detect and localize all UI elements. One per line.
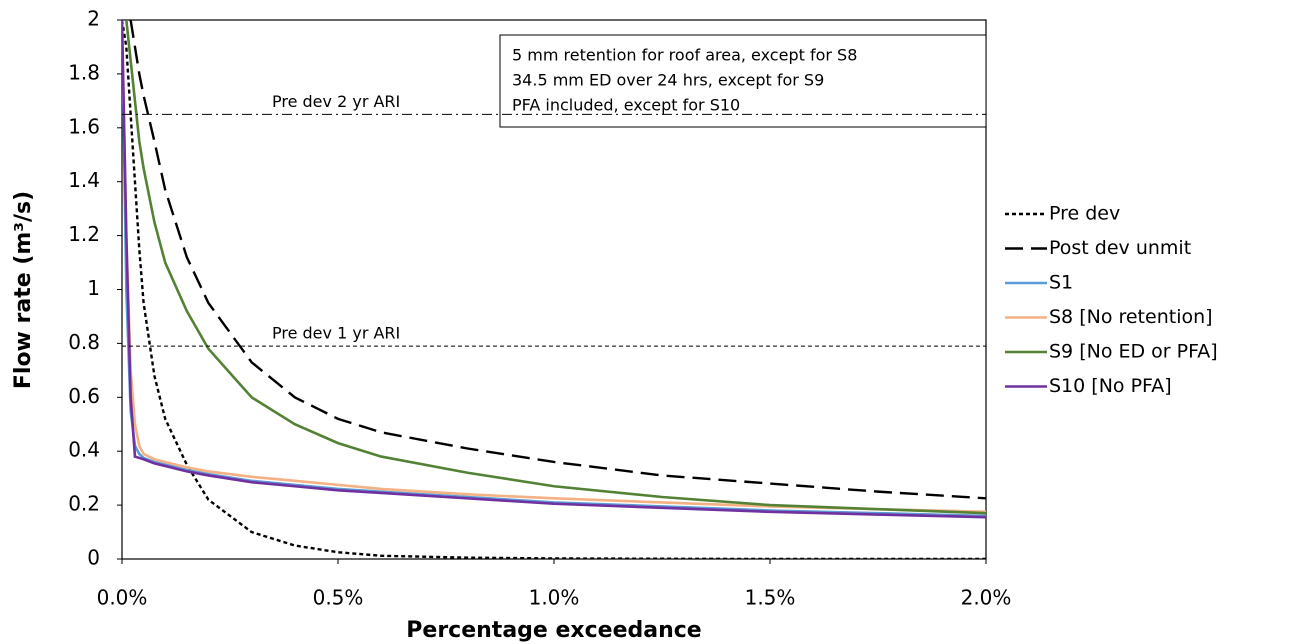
y-tick-label: 1.6 xyxy=(68,114,100,138)
x-tick-label: 0.0% xyxy=(97,586,148,610)
legend-label: S1 xyxy=(1049,272,1073,294)
series-line xyxy=(122,20,986,518)
y-tick-label: 0 xyxy=(87,546,100,570)
y-tick-label: 0.4 xyxy=(68,438,100,462)
series-line xyxy=(122,20,986,559)
x-tick-label: 1.0% xyxy=(529,586,580,610)
reference-label: Pre dev 1 yr ARI xyxy=(272,324,400,343)
legend-label: Post dev unmit xyxy=(1049,237,1191,259)
series-line xyxy=(122,20,986,514)
y-tick-label: 1.2 xyxy=(68,222,100,246)
y-tick-label: 0.8 xyxy=(68,330,100,354)
series-line xyxy=(129,20,986,500)
y-tick-label: 1.4 xyxy=(68,168,100,192)
reference-label: Pre dev 2 yr ARI xyxy=(272,92,400,111)
y-tick-label: 1.8 xyxy=(68,60,100,84)
y-tick-label: 1 xyxy=(87,276,100,300)
legend-label: S10 [No PFA] xyxy=(1049,375,1172,397)
annotation-text: PFA included, except for S10 xyxy=(512,96,740,115)
series-line xyxy=(122,20,986,519)
series-line xyxy=(125,20,986,515)
x-tick-label: 2.0% xyxy=(961,586,1012,610)
x-tick-label: 0.5% xyxy=(313,586,364,610)
legend-label: S8 [No retention] xyxy=(1049,306,1213,328)
y-tick-label: 0.6 xyxy=(68,384,100,408)
y-tick-label: 0.2 xyxy=(68,492,100,516)
annotation-text: 5 mm retention for roof area, except for… xyxy=(512,46,857,65)
legend-label: S9 [No ED or PFA] xyxy=(1049,341,1218,363)
legend-label: Pre dev xyxy=(1049,203,1120,225)
annotation-box xyxy=(499,34,987,128)
annotation-text: 34.5 mm ED over 24 hrs, except for S9 xyxy=(512,71,824,90)
y-axis-title: Flow rate (m³/s) xyxy=(11,191,36,389)
plot-lines xyxy=(122,20,986,559)
x-tick-label: 1.5% xyxy=(745,586,796,610)
x-axis-title: Percentage exceedance xyxy=(406,618,701,643)
y-tick-label: 2 xyxy=(87,7,100,31)
